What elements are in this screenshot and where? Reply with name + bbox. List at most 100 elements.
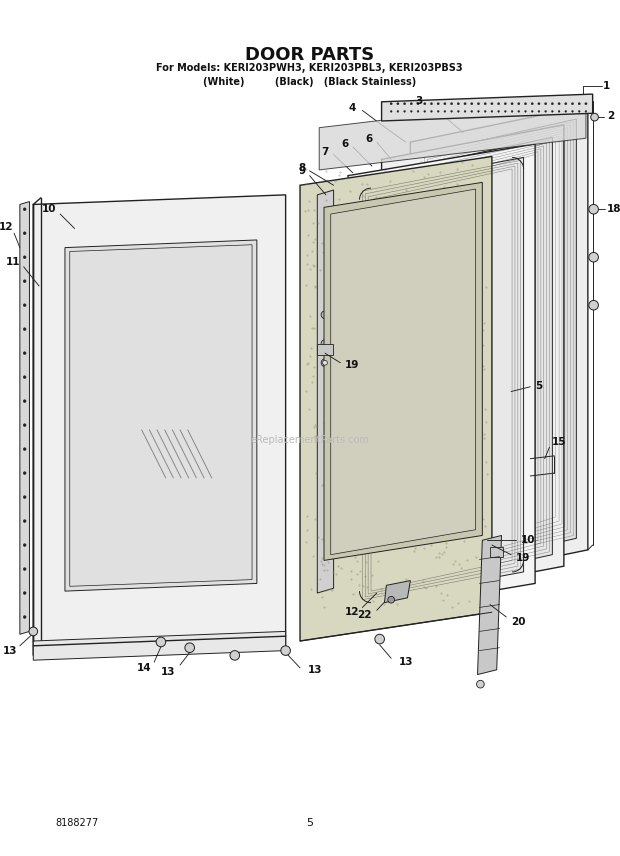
Text: 1: 1 [603,81,611,92]
Polygon shape [360,158,523,603]
Text: 11: 11 [6,257,20,267]
Circle shape [23,328,26,330]
Polygon shape [300,157,492,641]
Circle shape [437,103,440,104]
Circle shape [511,110,513,112]
Circle shape [430,103,433,104]
Circle shape [410,110,412,112]
Circle shape [23,304,26,306]
Circle shape [424,110,426,112]
Circle shape [551,103,554,104]
Circle shape [23,472,26,474]
Text: 12: 12 [0,222,13,231]
Circle shape [410,103,412,104]
Circle shape [29,627,38,636]
Text: 13: 13 [308,665,322,675]
Circle shape [423,103,426,104]
Text: 13: 13 [161,667,175,677]
Polygon shape [317,190,334,593]
Text: 6: 6 [342,139,349,149]
Circle shape [23,256,26,259]
Circle shape [504,103,507,104]
Circle shape [491,110,493,112]
Circle shape [589,205,598,214]
Circle shape [551,110,553,112]
Text: DOOR PARTS: DOOR PARTS [245,46,374,64]
Circle shape [471,110,472,112]
Text: 18: 18 [607,205,620,214]
Circle shape [23,448,26,450]
Circle shape [464,110,466,112]
Circle shape [457,103,459,104]
Text: 20: 20 [511,617,526,627]
Circle shape [281,645,290,656]
Circle shape [23,376,26,378]
Circle shape [397,110,399,112]
Circle shape [23,400,26,402]
Circle shape [525,110,526,112]
Polygon shape [324,182,482,561]
Circle shape [477,681,484,688]
Text: 10: 10 [42,205,56,214]
Text: 12: 12 [345,607,360,617]
Text: 13: 13 [399,657,414,667]
Circle shape [544,103,547,104]
Polygon shape [20,201,30,634]
Circle shape [23,520,26,522]
Circle shape [322,360,327,366]
Polygon shape [393,137,552,589]
Text: 2: 2 [607,111,614,122]
Circle shape [497,103,500,104]
Circle shape [484,110,486,112]
Text: 14: 14 [136,663,151,673]
Polygon shape [381,125,564,601]
Circle shape [484,103,486,104]
Text: 5: 5 [535,381,542,391]
Circle shape [404,103,405,104]
Polygon shape [330,189,476,555]
Circle shape [477,110,479,112]
Circle shape [321,340,329,348]
Text: 22: 22 [358,610,372,620]
Circle shape [430,110,432,112]
Circle shape [23,615,26,618]
Circle shape [538,103,540,104]
Text: 3: 3 [415,96,423,106]
Circle shape [321,359,329,366]
Circle shape [444,103,446,104]
Circle shape [531,110,533,112]
Circle shape [23,544,26,546]
Polygon shape [381,94,593,121]
Circle shape [390,103,392,104]
Circle shape [525,103,526,104]
Circle shape [464,103,466,104]
Circle shape [589,300,598,310]
Circle shape [322,345,329,352]
Circle shape [505,110,507,112]
Circle shape [23,280,26,282]
Text: For Models: KERI203PWH3, KERI203PBL3, KERI203PBS3: For Models: KERI203PWH3, KERI203PBL3, KE… [156,63,463,74]
Text: 7: 7 [321,146,329,157]
Text: 10: 10 [521,535,535,545]
Polygon shape [410,105,588,586]
Polygon shape [33,632,286,660]
Circle shape [498,110,500,112]
Circle shape [565,110,567,112]
Circle shape [417,110,419,112]
Polygon shape [477,536,502,675]
Polygon shape [384,580,410,603]
Circle shape [565,103,567,104]
Circle shape [585,103,587,104]
Circle shape [23,352,26,354]
Circle shape [388,597,394,603]
Circle shape [390,110,392,112]
Polygon shape [348,144,535,615]
Bar [317,343,333,355]
Circle shape [531,103,533,104]
Circle shape [23,424,26,426]
Polygon shape [319,96,586,169]
Circle shape [417,103,419,104]
Circle shape [518,110,520,112]
Circle shape [558,110,560,112]
Circle shape [23,568,26,570]
